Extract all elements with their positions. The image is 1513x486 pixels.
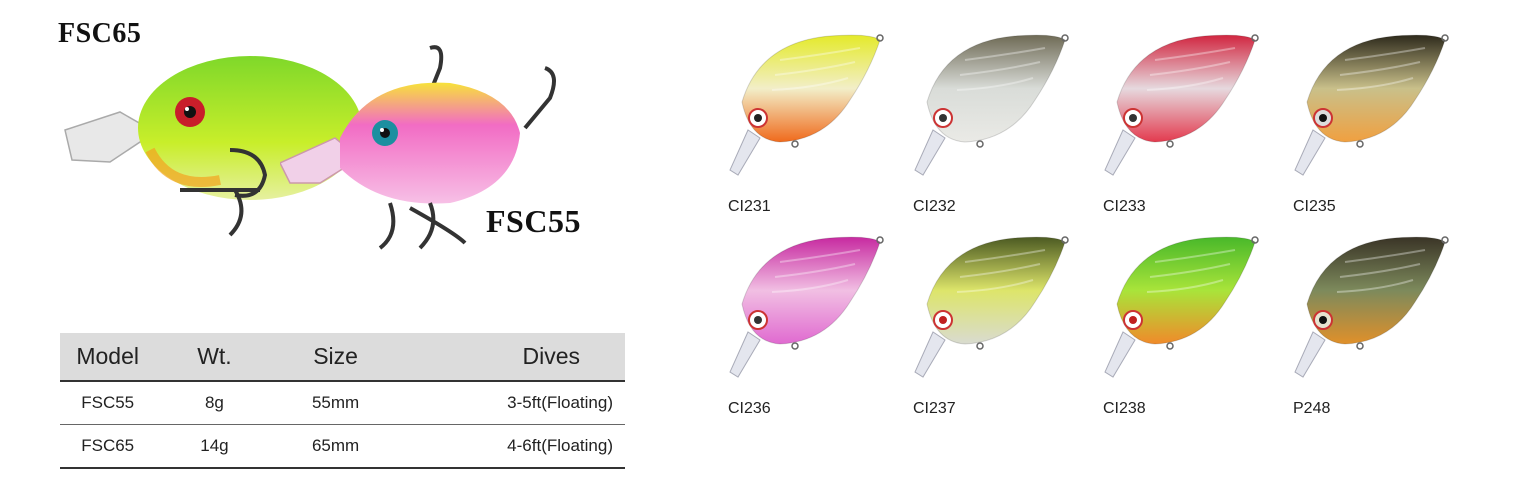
color-code-label: CI231 <box>728 198 771 215</box>
model-label-fsc55: FSC55 <box>486 203 581 239</box>
color-item: CI238 <box>1095 232 1265 422</box>
lure-image <box>729 236 884 378</box>
cell-weight: 14g <box>200 436 229 455</box>
color-item: CI233 <box>1095 30 1265 220</box>
color-item: CI236 <box>720 232 890 422</box>
cell-dives: 4-6ft(Floating) <box>507 436 613 455</box>
cell-size: 65mm <box>311 436 360 455</box>
color-code-label: P248 <box>1293 400 1331 417</box>
color-code-label: CI233 <box>1103 198 1146 215</box>
spec-table-header-row: Model Wt. Size Dives <box>60 333 625 382</box>
cell-weight: 8g <box>204 393 224 412</box>
table-row: FSC55 8g 55mm 3-5ft(Floating) <box>60 381 625 425</box>
lure-image <box>914 236 1069 378</box>
header-model: Model <box>60 333 156 382</box>
color-item: CI231 <box>720 30 890 220</box>
color-item: CI237 <box>905 232 1075 422</box>
cell-model: FSC55 <box>81 393 135 412</box>
cell-dives: 3-5ft(Floating) <box>507 393 613 412</box>
color-code-label: CI238 <box>1103 400 1146 417</box>
lure-image <box>729 34 884 176</box>
spec-table: Model Wt. Size Dives FSC55 8g 55mm 3-5ft… <box>60 333 625 469</box>
color-code-label: CI235 <box>1293 198 1336 215</box>
color-item: P248 <box>1285 232 1455 422</box>
lure-image <box>1104 236 1259 378</box>
table-row: FSC65 14g 65mm 4-6ft(Floating) <box>60 425 625 468</box>
color-code-label: CI232 <box>913 198 956 215</box>
cell-model: FSC65 <box>81 436 135 455</box>
lure-image <box>1104 34 1259 176</box>
color-item: CI235 <box>1285 30 1455 220</box>
color-item: CI232 <box>905 30 1075 220</box>
model-label-fsc65: FSC65 <box>58 18 142 49</box>
fsc55-lure-image <box>280 45 556 250</box>
color-code-label: CI236 <box>728 400 771 417</box>
header-weight: Wt. <box>155 333 274 382</box>
color-code-label: CI237 <box>913 400 956 417</box>
lure-image <box>914 34 1069 176</box>
header-size: Size <box>273 333 398 382</box>
cell-size: 55mm <box>311 393 360 412</box>
header-dives: Dives <box>397 333 625 382</box>
lure-image <box>1294 34 1449 176</box>
lure-image <box>1294 236 1449 378</box>
